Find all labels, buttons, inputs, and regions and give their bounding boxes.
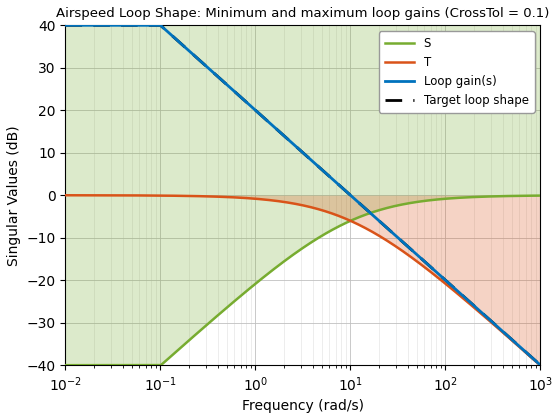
T	[477, 310, 483, 315]
T	[528, 355, 534, 360]
Loop gain(s)	[244, 101, 251, 106]
Target loop shape	[528, 354, 534, 360]
S	[62, 362, 69, 368]
Target loop shape	[537, 362, 544, 368]
T	[537, 362, 544, 368]
S	[144, 362, 151, 368]
Loop gain(s)	[116, 23, 123, 28]
S	[477, 194, 483, 200]
Line: S: S	[66, 196, 540, 365]
Loop gain(s)	[528, 354, 534, 360]
Target loop shape	[265, 119, 272, 124]
S	[537, 193, 544, 198]
T	[244, 196, 251, 201]
Loop gain(s)	[265, 119, 272, 124]
T	[116, 193, 123, 198]
Loop gain(s)	[144, 23, 151, 28]
Loop gain(s)	[537, 362, 544, 368]
T	[144, 193, 151, 198]
S	[265, 271, 272, 276]
Target loop shape	[477, 309, 483, 314]
Y-axis label: Singular Values (dB): Singular Values (dB)	[7, 125, 21, 265]
S	[244, 288, 251, 293]
Line: T: T	[66, 195, 540, 365]
Line: Loop gain(s): Loop gain(s)	[66, 25, 540, 365]
Target loop shape	[244, 101, 251, 106]
Title: Airspeed Loop Shape: Minimum and maximum loop gains (CrossTol = 0.1): Airspeed Loop Shape: Minimum and maximum…	[57, 7, 550, 20]
Loop gain(s)	[477, 309, 483, 314]
S	[116, 362, 123, 368]
S	[528, 193, 534, 198]
T	[62, 193, 69, 198]
Loop gain(s)	[62, 23, 69, 28]
Target loop shape	[144, 23, 151, 28]
T	[265, 197, 272, 202]
Target loop shape	[62, 23, 69, 28]
X-axis label: Frequency (rad/s): Frequency (rad/s)	[242, 399, 364, 413]
Legend: S, T, Loop gain(s), Target loop shape: S, T, Loop gain(s), Target loop shape	[379, 31, 535, 113]
Line: Target loop shape: Target loop shape	[66, 25, 540, 365]
T	[537, 362, 544, 368]
Target loop shape	[116, 23, 123, 28]
